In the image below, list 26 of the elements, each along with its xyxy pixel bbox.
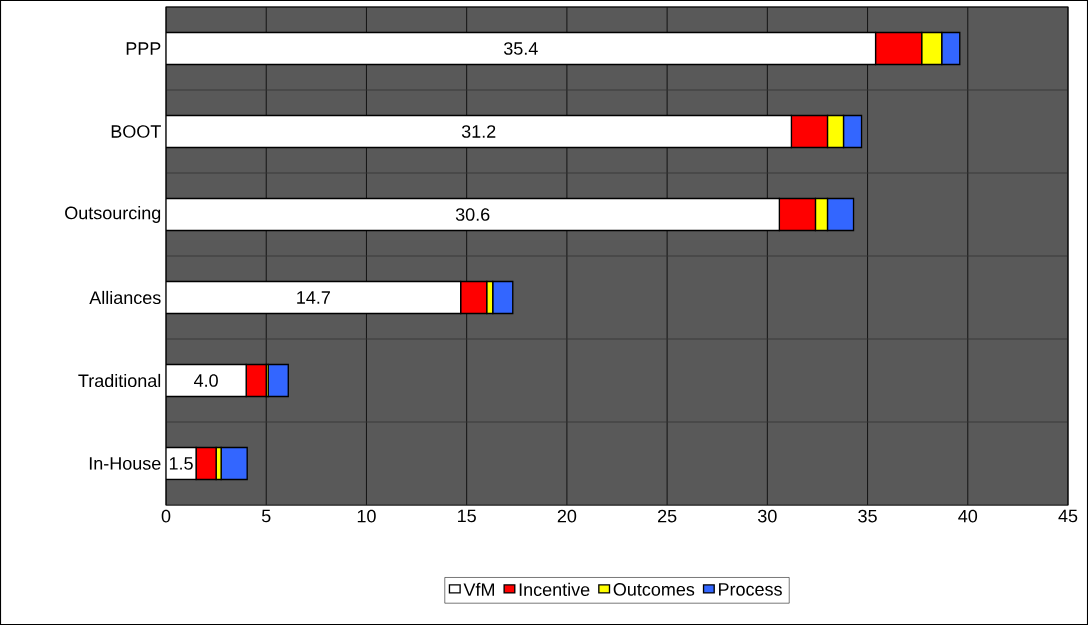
y-tick-label: PPP [126,42,161,55]
x-tick-label: 10 [357,509,376,523]
x-tick-label: 40 [958,509,978,523]
data-label: 30.6 [455,208,490,221]
data-label: 14.7 [297,291,330,304]
y-tick-label: Traditional [78,373,161,388]
legend-label: Incentive [519,582,590,597]
legend-label: Outcomes [613,583,695,596]
data-label: 31.2 [461,125,496,138]
x-tick-label: 45 [1058,509,1078,523]
legend-label: Process [719,583,782,596]
y-tick-label: BOOT [111,125,161,138]
data-label: 1.5 [169,457,193,470]
data-label: 35.4 [503,42,538,55]
x-tick-label: 30 [758,509,777,523]
x-tick-label: 5 [261,509,271,523]
y-tick-label: Outsourcing [65,206,161,223]
x-tick-label: 35 [858,509,877,523]
x-tick-label: 25 [658,509,677,523]
x-tick-label: 0 [161,509,171,523]
legend-label: VfM [463,582,494,596]
data-label: 4.0 [194,374,218,387]
y-tick-label: Alliances [89,290,161,305]
x-tick-label: 20 [557,509,577,523]
x-tick-label: 15 [458,509,476,523]
y-tick-label: In-House [89,457,161,470]
